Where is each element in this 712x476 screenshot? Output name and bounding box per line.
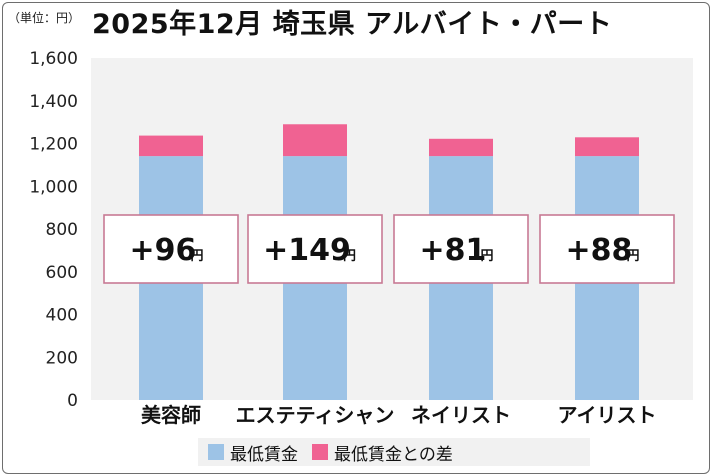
bar-difference bbox=[575, 137, 639, 157]
x-category-label: 美容師 bbox=[141, 403, 201, 427]
y-tick-label: 1,600 bbox=[29, 49, 78, 69]
data-label-value: +81 bbox=[420, 233, 487, 268]
data-label-box bbox=[103, 214, 239, 284]
x-category-label: ネイリスト bbox=[411, 403, 511, 427]
legend-item-difference: 最低賃金との差 bbox=[312, 440, 453, 465]
y-tick-label: 600 bbox=[46, 263, 78, 283]
y-tick-label: 400 bbox=[46, 306, 78, 326]
legend-item-min-wage: 最低賃金 bbox=[208, 440, 298, 465]
bar-difference bbox=[429, 138, 493, 157]
data-label-unit: 円 bbox=[627, 249, 640, 264]
y-tick-label: 1,200 bbox=[29, 135, 78, 155]
data-label-box bbox=[539, 214, 675, 284]
data-label-unit: 円 bbox=[481, 249, 494, 264]
legend-swatch-difference bbox=[312, 444, 328, 460]
legend-label-difference: 最低賃金との差 bbox=[334, 444, 453, 465]
chart-title: 2025年12月 埼玉県 アルバイト・パート bbox=[92, 9, 613, 40]
legend: 最低賃金 最低賃金との差 bbox=[198, 438, 590, 466]
legend-label-min-wage: 最低賃金 bbox=[230, 444, 298, 465]
bar-difference bbox=[283, 124, 347, 157]
data-label-box bbox=[393, 214, 529, 284]
unit-label: （単位：円） bbox=[8, 11, 81, 25]
legend-swatch-min-wage bbox=[208, 444, 224, 460]
y-tick-label: 1,400 bbox=[29, 92, 78, 112]
x-category-label: エステティシャン bbox=[236, 403, 395, 427]
data-label-unit: 円 bbox=[191, 249, 204, 264]
y-tick-label: 800 bbox=[46, 220, 78, 240]
data-label-value: +96 bbox=[130, 233, 197, 268]
x-axis-categories: 美容師 エステティシャン ネイリスト アイリスト bbox=[141, 403, 657, 427]
y-tick-label: 1,000 bbox=[29, 177, 78, 197]
data-label-value: +88 bbox=[566, 233, 633, 268]
bar-difference bbox=[139, 135, 203, 157]
y-tick-label: 0 bbox=[67, 391, 78, 411]
data-label-value: +149 bbox=[263, 233, 351, 268]
data-label-unit: 円 bbox=[343, 249, 356, 264]
x-category-label: アイリスト bbox=[558, 403, 657, 427]
y-axis-ticks: 0 200 400 600 800 1,000 1,200 1,400 1,600 bbox=[29, 49, 78, 411]
data-label-box bbox=[247, 214, 383, 284]
y-tick-label: 200 bbox=[46, 348, 78, 368]
